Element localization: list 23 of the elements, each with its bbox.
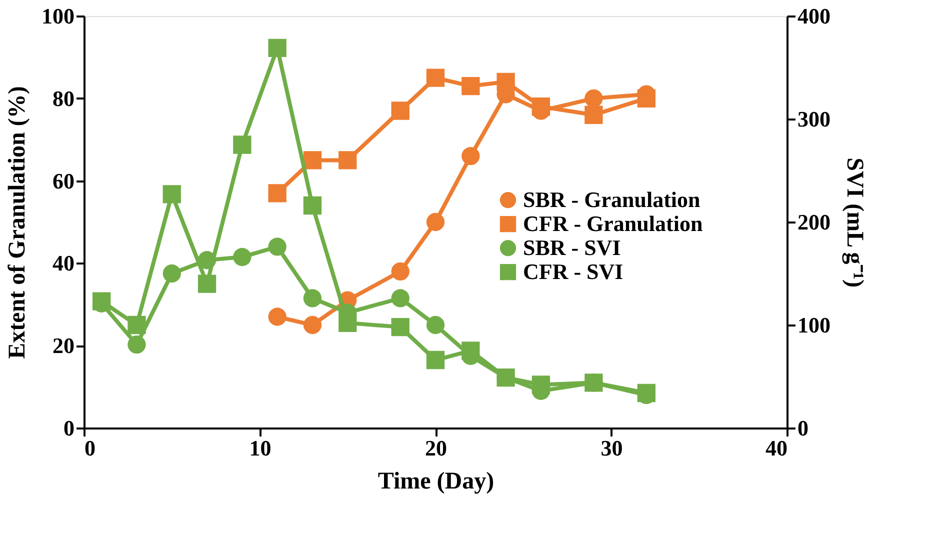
y-tick-label: 0 <box>64 416 74 440</box>
y2-tick-label: 200 <box>798 210 830 234</box>
legend-label: CFR - SVI <box>523 259 624 284</box>
x-axis-title: Time (Day) <box>378 468 494 494</box>
legend-label: SBR - Granulation <box>523 187 700 212</box>
y2-axis-title: SVI (mL g⁻¹) <box>842 158 868 288</box>
legend-label: SBR - SVI <box>523 235 621 260</box>
y-axis-title: Extent of Granulation (%) <box>4 86 30 359</box>
x-tick-label: 0 <box>84 436 96 460</box>
y-tick-label: 100 <box>42 4 74 28</box>
x-tick-label: 10 <box>249 436 272 460</box>
y2-tick-label: 400 <box>798 4 830 28</box>
y-tick-label: 20 <box>52 333 74 358</box>
x-tick-label: 30 <box>600 436 623 460</box>
x-tick-label: 40 <box>766 436 788 460</box>
legend-label: CFR - Granulation <box>523 211 703 236</box>
x-tick-label: 20 <box>425 436 447 460</box>
y-tick-label: 80 <box>52 86 74 111</box>
y2-tick-label: 300 <box>798 106 830 132</box>
y-tick-label: 40 <box>52 250 74 276</box>
y2-tick-label: 100 <box>798 312 830 338</box>
y-tick-label: 60 <box>52 168 74 194</box>
y2-tick-label: 0 <box>798 416 808 440</box>
